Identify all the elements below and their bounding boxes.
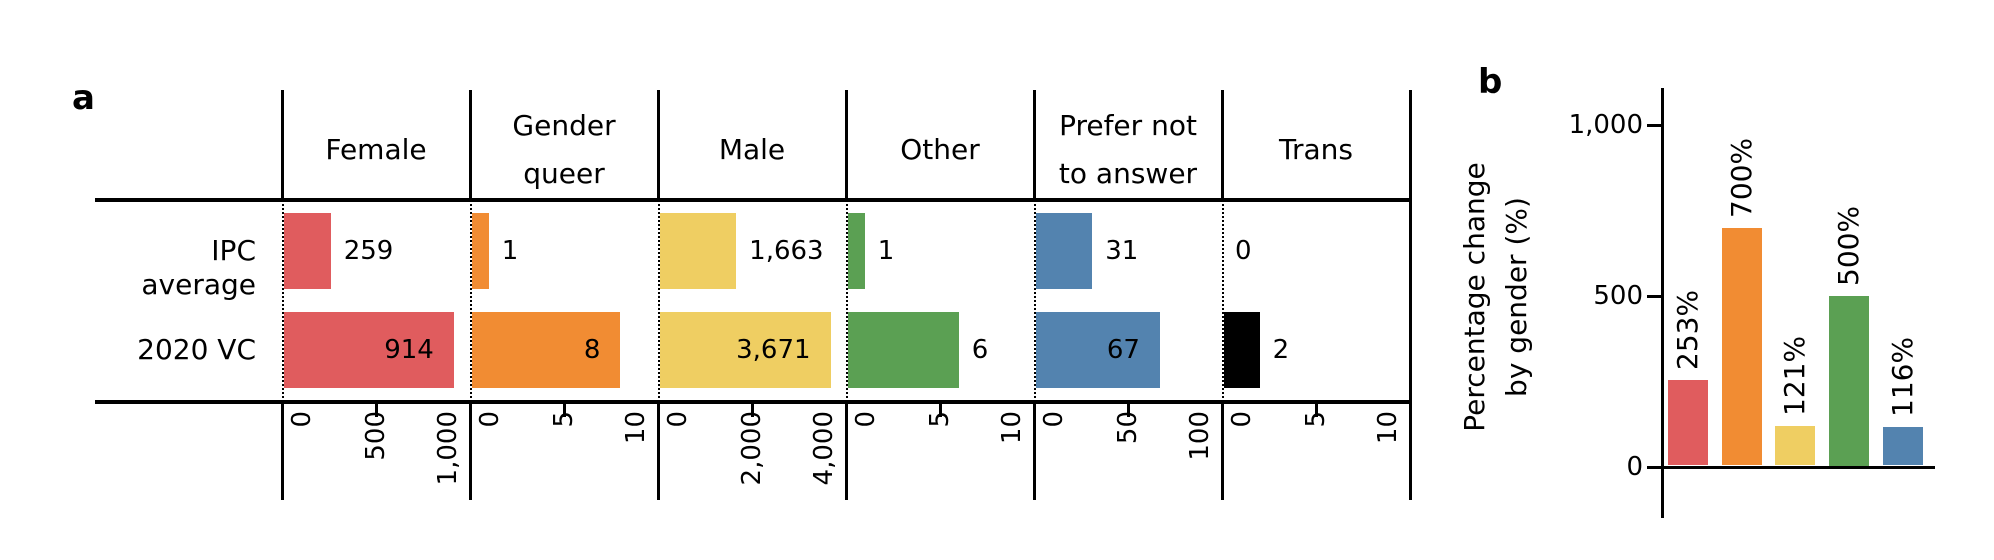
bar-value-label: 1,663 (749, 236, 824, 266)
bar-2020-vc-2 (660, 312, 831, 388)
column-line-bottom (1408, 404, 1412, 500)
header-rule (95, 198, 1410, 202)
x-tick-mark (938, 404, 942, 417)
column-header: Trans (1279, 133, 1353, 166)
column-line-bottom (656, 404, 660, 500)
column-line-bottom (280, 404, 284, 500)
percent-bar-label: 500% (1832, 205, 1865, 286)
bar-ipc-average-3 (848, 213, 865, 289)
bar-2020-vc-0 (284, 312, 454, 388)
column-line-bottom (1220, 404, 1224, 500)
bar-ipc-average-2 (660, 213, 737, 289)
percent-bar-label: 700% (1725, 137, 1758, 218)
bar-ipc-average-4 (1036, 213, 1093, 289)
column-line-top (656, 90, 660, 198)
column-line-top (468, 90, 472, 198)
bar-2020-vc-4 (1036, 312, 1160, 388)
percent-bar-label: 116% (1886, 337, 1919, 418)
bar-ipc-average-0 (284, 213, 331, 289)
percent-bar-4 (1883, 427, 1923, 466)
bar-value-label: 2 (1272, 335, 1290, 365)
y-tick-label: 0 (1626, 452, 1643, 482)
x-tick-mark (1314, 404, 1318, 417)
column-line-top (844, 90, 848, 198)
column-header: Other (900, 133, 980, 166)
row-label: 2020 VC (137, 333, 256, 366)
zero-dotted-line (658, 204, 660, 398)
bar-2020-vc-3 (848, 312, 959, 388)
column-line-top (280, 90, 284, 198)
y-axis-title: Percentage change by gender (%) (1458, 162, 1533, 432)
bar-value-label: 1 (501, 236, 519, 266)
percent-bar-2 (1775, 425, 1815, 466)
zero-dotted-line (282, 204, 284, 398)
bar-value-label: 67 (1106, 335, 1140, 365)
percent-bar-label: 253% (1671, 290, 1704, 371)
x-tick-mark (374, 404, 378, 417)
column-header: Male (718, 133, 786, 166)
x-tick-mark (562, 404, 566, 417)
column-line-top (1408, 90, 1412, 198)
bar-2020-vc-1 (472, 312, 621, 388)
bar-value-label: 3,671 (736, 335, 811, 365)
column-line-bottom (844, 404, 848, 500)
bar-value-label: 259 (343, 236, 394, 266)
y-tick-mark (1647, 465, 1661, 469)
zero-dotted-line (1222, 204, 1224, 398)
gender-counts-table-chart: Female Gender queer Male Other Prefer not to… (95, 90, 1412, 500)
axis-rule (95, 400, 1410, 404)
bar-value-label: 8 (583, 335, 601, 365)
percent-bar-3 (1829, 296, 1869, 466)
bar-2020-vc-5 (1224, 312, 1260, 388)
bar-ipc-average-1 (472, 213, 489, 289)
zero-dotted-line (846, 204, 848, 398)
column-line-top (1220, 90, 1224, 198)
percent-bar-label: 121% (1778, 335, 1811, 416)
y-tick-mark (1647, 123, 1661, 127)
column-header: Gender queer (512, 109, 616, 190)
column-header: Prefer not to answer (1058, 109, 1198, 190)
panel-a-label: a (72, 78, 95, 118)
bar-value-label: 0 (1235, 236, 1252, 266)
bar-value-label: 914 (384, 335, 434, 365)
percent-bar-1 (1722, 227, 1762, 466)
y-tick-label: 1,000 (1568, 110, 1643, 140)
zero-dotted-line (1034, 204, 1036, 398)
table-right-border (1408, 198, 1412, 404)
x-tick-mark (750, 404, 754, 417)
zero-dotted-line (470, 204, 472, 398)
column-line-bottom (468, 404, 472, 500)
percent-bar-0 (1668, 380, 1708, 466)
y-tick-label: 500 (1593, 281, 1643, 311)
x-tick-mark (1126, 404, 1130, 417)
bar-value-label: 6 (971, 335, 989, 365)
column-header: Female (325, 133, 427, 166)
y-axis-line (1660, 88, 1664, 518)
bar-value-label: 31 (1105, 236, 1139, 266)
bar-value-label: 1 (877, 236, 895, 266)
y-tick-mark (1647, 294, 1661, 298)
x-axis-line (1662, 465, 1935, 469)
column-line-bottom (1032, 404, 1036, 500)
column-line-top (1032, 90, 1036, 198)
panel-b-label: b (1478, 62, 1503, 102)
row-label: IPC average (141, 234, 256, 301)
